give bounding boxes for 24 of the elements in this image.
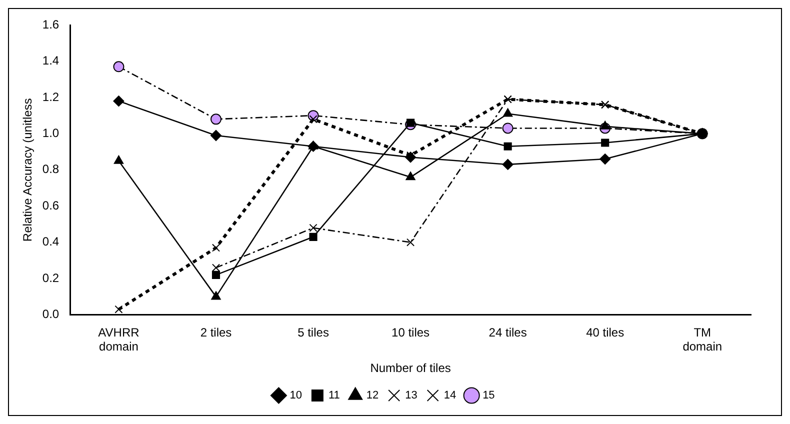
x-tick-label: AVHRR domain	[98, 325, 140, 354]
y-tick-label: 1.6	[42, 17, 60, 32]
x-tick-label: 2 tiles	[200, 325, 232, 340]
y-tick-label: 0.8	[42, 162, 60, 176]
y-tick-label: 0.4	[42, 234, 60, 249]
y-tick-label: 0.0	[42, 307, 60, 322]
y-tick-label: 0.6	[42, 198, 60, 212]
x-axis-title: Number of tiles	[370, 361, 451, 376]
legend-label: 10	[290, 390, 302, 402]
x-tick-label: 5 tiles	[298, 325, 329, 340]
legend-label: 13	[405, 390, 418, 402]
x-tick-label: 10 tiles	[392, 325, 430, 340]
y-tick-label: 1.4	[42, 54, 60, 68]
y-tick-label: 0.2	[42, 270, 60, 285]
x-tick-label: TM domain	[682, 325, 722, 354]
x-tick-label: 24 tiles	[488, 325, 527, 340]
y-tick-label: 1.2	[42, 90, 60, 104]
y-axis-title: Relative Accuracy (unitless	[20, 98, 35, 242]
y-tick-label: 1.0	[42, 126, 60, 140]
legend-label: 11	[328, 390, 340, 402]
legend-label: 14	[444, 390, 456, 402]
legend-label: 15	[482, 390, 495, 402]
x-tick-label: 40 tiles	[586, 325, 624, 340]
legend-label: 12	[366, 390, 379, 402]
